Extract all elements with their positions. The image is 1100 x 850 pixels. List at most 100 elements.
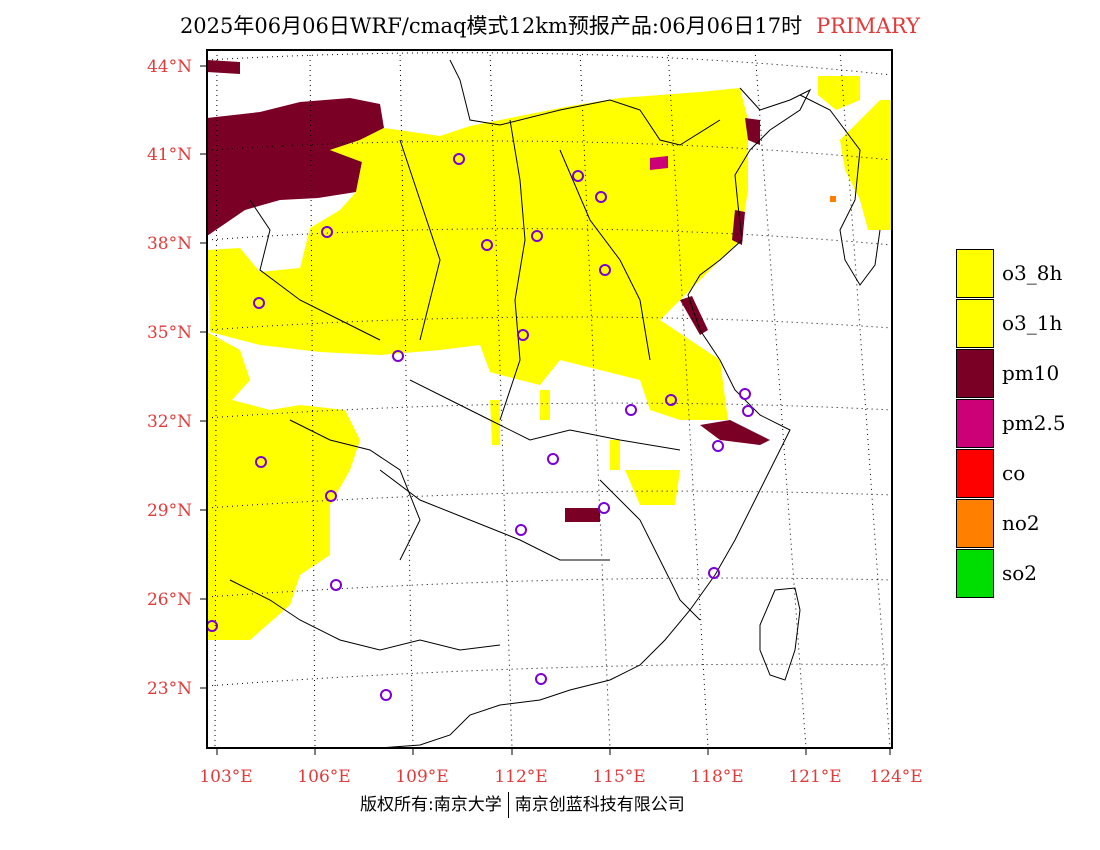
primary-tag: PRIMARY <box>816 14 921 38</box>
pm10-coastal-streak-1 <box>680 296 708 335</box>
lat-label: 35°N <box>147 323 192 343</box>
province-line-7 <box>249 199 381 341</box>
province-line-6 <box>229 579 501 651</box>
map-frame <box>206 49 893 749</box>
station-marker <box>665 394 677 406</box>
station-marker <box>595 191 607 203</box>
o3-spot-2 <box>540 390 550 420</box>
lat-label: 38°N <box>147 234 192 254</box>
province-line-10 <box>449 59 721 146</box>
copyright-owner: 版权所有:南京大学 <box>360 795 502 815</box>
lon-label: 109°E <box>395 767 448 787</box>
o3-northeast-spot <box>818 76 860 110</box>
lon-label: 106°E <box>297 767 350 787</box>
station-marker <box>392 350 404 362</box>
copyright-separator <box>507 792 509 818</box>
pm2.5-spot-1 <box>650 156 668 170</box>
station-marker <box>453 153 465 165</box>
legend-label: o3_8h <box>1002 261 1063 285</box>
o3-north-china-area <box>207 88 748 420</box>
legend-item: co <box>956 449 1086 499</box>
lon-label: 121°E <box>788 767 841 787</box>
station-marker <box>708 567 720 579</box>
o3-west-area <box>207 332 360 640</box>
legend-label: o3_1h <box>1002 311 1063 335</box>
lat-label: 32°N <box>147 412 192 432</box>
copyright-company: 南京创蓝科技有限公司 <box>514 795 685 815</box>
legend-swatch <box>956 399 994 448</box>
station-marker <box>255 456 267 468</box>
legend-item: o3_1h <box>956 299 1086 349</box>
legend-item: pm10 <box>956 349 1086 399</box>
station-marker <box>531 230 543 242</box>
copyright: 版权所有:南京大学 南京创蓝科技有限公司 <box>360 790 685 818</box>
legend-item: no2 <box>956 499 1086 549</box>
legend-label: pm10 <box>1002 361 1060 385</box>
legend-label: co <box>1002 461 1026 485</box>
station-marker <box>572 170 584 182</box>
longitude-labels: 103°E 106°E 109°E 112°E 115°E 118°E 121°… <box>199 767 922 787</box>
longitude-axis <box>216 748 891 755</box>
boundaries <box>229 59 881 749</box>
legend-label: no2 <box>1002 511 1040 535</box>
province-line-3 <box>559 149 651 361</box>
legend-swatch <box>956 299 994 348</box>
latitude-axis <box>200 65 207 689</box>
lon-label: 112°E <box>494 767 547 787</box>
legend-swatch <box>956 449 994 498</box>
graticule <box>206 49 893 749</box>
station-marker <box>515 524 527 536</box>
korea-outline <box>799 94 881 286</box>
taiwan-outline <box>759 587 801 681</box>
province-line-5 <box>379 469 610 561</box>
pm10-coastal-streak-3 <box>700 420 770 445</box>
station-marker <box>547 453 559 465</box>
legend-swatch <box>956 499 994 548</box>
station-marker <box>598 502 610 514</box>
legend-item: so2 <box>956 549 1086 599</box>
province-line-8 <box>289 419 421 561</box>
station-marker <box>380 689 392 701</box>
o3-northeast-area <box>840 100 892 230</box>
legend-label: so2 <box>1002 561 1038 585</box>
station-marker <box>742 405 754 417</box>
station-marker <box>599 264 611 276</box>
station-marker <box>330 579 342 591</box>
pm10-spot-4 <box>565 508 600 522</box>
station-marker <box>625 404 637 416</box>
o3-spot-4 <box>318 495 330 520</box>
station-marker <box>517 329 529 341</box>
station-marker <box>321 226 333 238</box>
province-line-9 <box>599 479 701 621</box>
latitude-labels: 44°N 41°N 38°N 35°N 32°N 29°N 26°N 23°N <box>147 57 192 699</box>
o3-spot-3 <box>625 470 680 505</box>
lat-label: 29°N <box>147 501 192 521</box>
o3-spot-5 <box>610 440 620 470</box>
pm10-northwest-corner <box>207 60 240 74</box>
station-markers <box>206 153 754 701</box>
province-line-1 <box>399 139 441 341</box>
lon-label: 115°E <box>592 767 645 787</box>
lat-label: 44°N <box>147 57 192 77</box>
station-marker <box>481 239 493 251</box>
legend-label: pm2.5 <box>1002 411 1066 435</box>
coastline <box>379 87 812 749</box>
station-marker <box>253 297 265 309</box>
province-line-4 <box>409 379 681 451</box>
station-marker <box>325 490 337 502</box>
station-marker <box>712 440 724 452</box>
lon-label: 124°E <box>869 767 922 787</box>
lat-label: 26°N <box>147 590 192 610</box>
lon-label: 103°E <box>199 767 252 787</box>
title-text: 2025年06月06日WRF/cmaq模式12km预报产品:06月06日17时 <box>179 14 803 38</box>
no2-spot <box>830 196 836 202</box>
pm10-north-spot <box>745 118 760 145</box>
legend-item: pm2.5 <box>956 399 1086 449</box>
station-marker <box>535 673 547 685</box>
legend-swatch <box>956 549 994 598</box>
legend-swatch <box>956 249 994 298</box>
lat-label: 23°N <box>147 679 192 699</box>
lat-label: 41°N <box>147 145 192 165</box>
map-title: 2025年06月06日WRF/cmaq模式12km预报产品:06月06日17时 P… <box>0 10 1100 40</box>
